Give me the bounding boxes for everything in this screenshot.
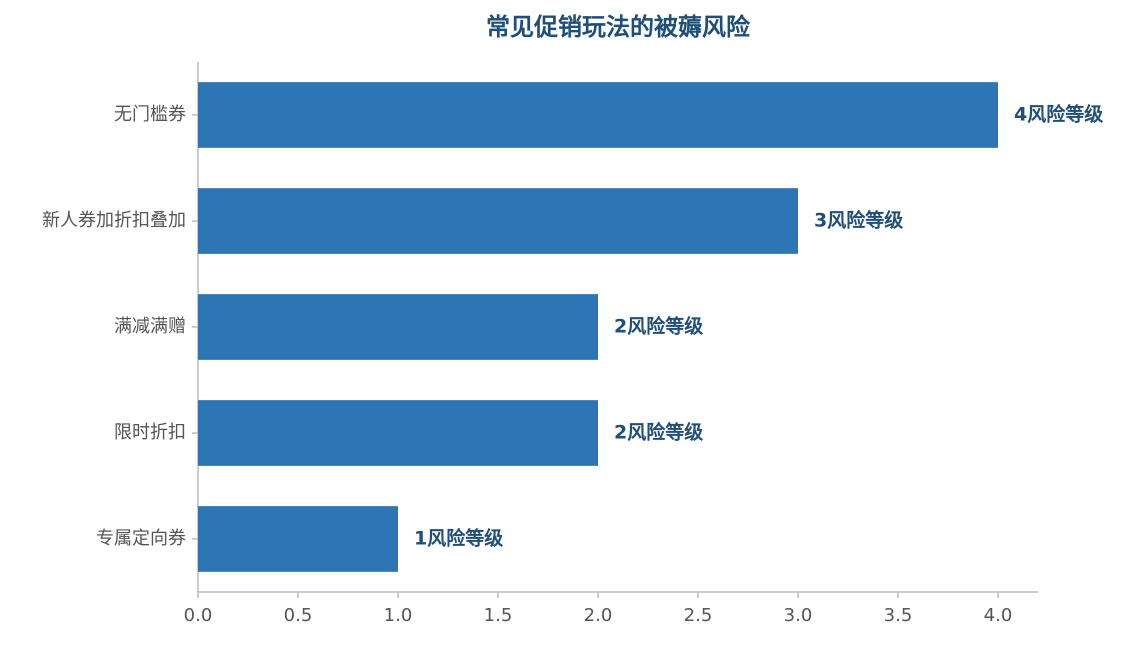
chart-title: 常见促销玩法的被薅风险 — [486, 13, 751, 41]
x-tick-label: 1.5 — [484, 605, 513, 626]
bar — [198, 188, 798, 254]
x-tick-label: 3.5 — [884, 605, 913, 626]
bar — [198, 506, 398, 572]
x-tick-label: 4.0 — [984, 605, 1013, 626]
bar — [198, 294, 598, 360]
x-tick-label: 2.5 — [684, 605, 713, 626]
value-label: 2风险等级 — [614, 315, 703, 338]
bar — [198, 82, 998, 148]
x-tick-label: 0.5 — [284, 605, 313, 626]
y-tick-label: 专属定向券 — [96, 528, 186, 549]
x-tick-label: 2.0 — [584, 605, 613, 626]
x-tick-label: 3.0 — [784, 605, 813, 626]
y-tick-label: 限时折扣 — [114, 422, 186, 443]
value-label: 1风险等级 — [414, 527, 503, 550]
y-tick-label: 新人券加折扣叠加 — [42, 210, 186, 231]
y-tick-label: 无门槛券 — [114, 104, 186, 125]
x-tick-label: 1.0 — [384, 605, 413, 626]
value-label: 2风险等级 — [614, 421, 703, 444]
x-tick-label: 0.0 — [184, 605, 213, 626]
bar — [198, 400, 598, 466]
value-label: 3风险等级 — [814, 209, 903, 232]
y-tick-label: 满减满赠 — [114, 316, 186, 337]
value-label: 4风险等级 — [1014, 103, 1103, 126]
